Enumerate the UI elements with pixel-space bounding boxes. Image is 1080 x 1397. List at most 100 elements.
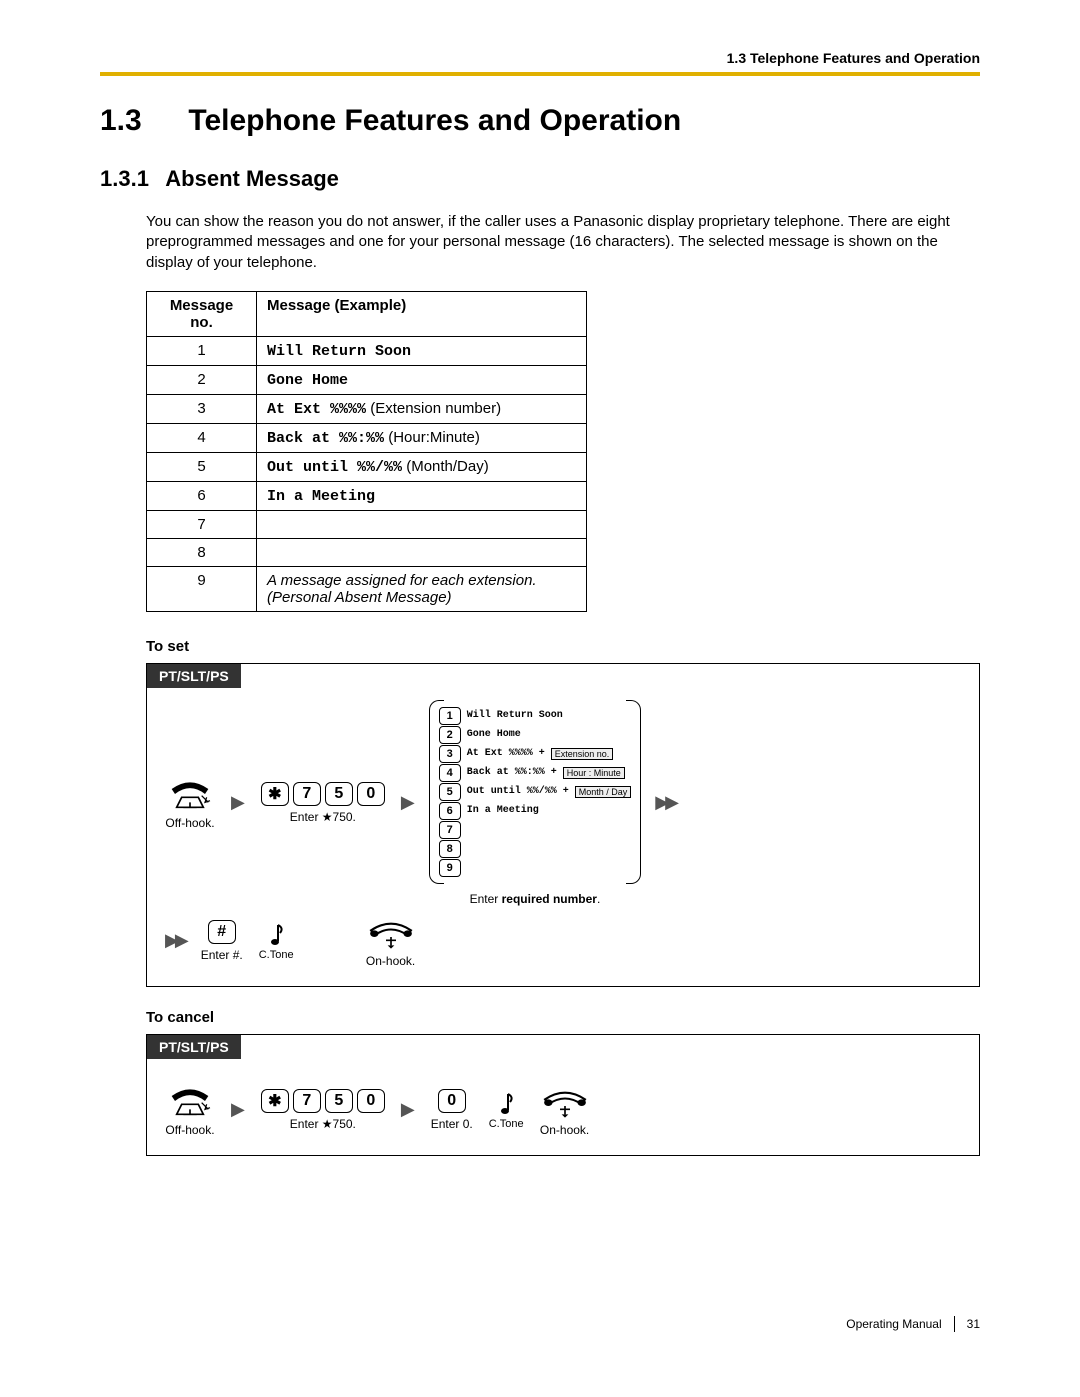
step-onhook: On-hook. [540,1083,590,1137]
music-note-icon [265,921,287,949]
step-caption: Off-hook. [165,1123,214,1137]
step-caption: Enter ★750. [290,810,356,824]
arrow-icon: ▶ [401,792,415,813]
option-key: 1 [439,707,461,725]
option-key: 8 [439,840,461,858]
option-key: 5 [439,783,461,801]
option-key: 3 [439,745,461,763]
step-enter-0: 0 Enter 0. [431,1089,473,1131]
key: ✱ [261,1089,289,1113]
key: 0 [357,1089,385,1113]
subsection-heading: 1.3.1 Absent Message [100,166,980,192]
ctone-label: C.Tone [259,949,294,961]
footer-manual: Operating Manual [846,1317,941,1331]
table-cell: Will Return Soon [257,336,587,365]
table-cell: Back at %%:%% (Hour:Minute) [257,423,587,452]
option-key: 2 [439,726,461,744]
option-text: Back at %%:%% + [467,767,557,778]
option-row: 8 [439,840,632,858]
key: 7 [293,782,321,806]
option-key: 9 [439,859,461,877]
to-cancel-heading: To cancel [146,1009,980,1026]
table-cell [257,538,587,566]
table-cell: 8 [147,538,257,566]
key-zero: 0 [438,1089,466,1113]
option-row: 2 Gone Home [439,726,632,744]
arrow-icon: ▶ [401,1099,415,1120]
step-onhook: On-hook. [366,914,416,968]
option-row: 6 In a Meeting [439,802,632,820]
key: 5 [325,782,353,806]
table-cell: 1 [147,336,257,365]
offhook-icon [165,1083,215,1119]
option-text: Will Return Soon [467,710,563,721]
option-text: In a Meeting [467,805,539,816]
step-caption: Enter ★750. [290,1117,356,1131]
step-enter-750: ✱750 Enter ★750. [261,782,385,824]
table-header: Message no. [147,291,257,336]
table-cell: 9 [147,566,257,611]
intro-paragraph: You can show the reason you do not answe… [146,212,980,273]
table-cell [257,510,587,538]
section-heading: 1.3 Telephone Features and Operation [100,104,980,138]
footer-page: 31 [967,1317,980,1331]
option-text: Gone Home [467,729,521,740]
key-hash: # [208,920,236,944]
step-offhook: Off-hook. [165,1083,215,1137]
option-tag: Hour : Minute [563,767,625,779]
arrow-icon: ▶▶ [655,792,675,813]
option-key: 7 [439,821,461,839]
key: ✱ [261,782,289,806]
page-footer: Operating Manual 31 [100,1316,980,1332]
step-caption: Off-hook. [165,816,214,830]
step-enter-750: ✱750 Enter ★750. [261,1089,385,1131]
offhook-icon [165,776,215,812]
table-cell: At Ext %%%% (Extension number) [257,394,587,423]
table-cell: A message assigned for each extension. (… [257,566,587,611]
table-cell: 3 [147,394,257,423]
section-title: Telephone Features and Operation [188,104,681,137]
header-rule [100,72,980,76]
option-tag: Month / Day [575,786,632,798]
arrow-icon: ▶▶ [165,930,185,951]
arrow-icon: ▶ [231,792,245,813]
option-text: At Ext %%%% + [467,748,545,759]
option-row: 7 [439,821,632,839]
subsection-title: Absent Message [165,166,339,191]
table-cell: 5 [147,452,257,481]
to-set-heading: To set [146,638,980,655]
table-cell: 2 [147,365,257,394]
to-cancel-box: PT/SLT/PS Off-hook. ▶ ✱750 Enter ★750. ▶… [146,1034,980,1156]
option-row: 4 Back at %%:%% + Hour : Minute [439,764,632,782]
device-tab: PT/SLT/PS [147,1035,241,1059]
onhook-icon [366,914,416,950]
device-tab: PT/SLT/PS [147,664,241,688]
option-key: 4 [439,764,461,782]
step-caption: Enter 0. [431,1117,473,1131]
step-caption: On-hook. [366,954,415,968]
option-key: 6 [439,802,461,820]
table-cell: In a Meeting [257,481,587,510]
step-options: 1 Will Return Soon 2 Gone Home 3 At Ext %%%% … [431,700,640,906]
table-header: Message (Example) [257,291,587,336]
footer-divider [954,1316,955,1332]
step-ctone: C.Tone [259,921,294,961]
table-cell: Gone Home [257,365,587,394]
header-breadcrumb: 1.3 Telephone Features and Operation [100,50,980,66]
subsection-number: 1.3.1 [100,166,160,192]
option-row: 5Out until %%/%% +Month / Day [439,783,632,801]
table-cell: 6 [147,481,257,510]
arrow-icon: ▶ [231,1099,245,1120]
table-cell: Out until %%/%% (Month/Day) [257,452,587,481]
table-cell: 4 [147,423,257,452]
to-set-box: PT/SLT/PS Off-hook. ▶ ✱750 Enter ★750. ▶… [146,663,980,987]
table-cell: 7 [147,510,257,538]
option-tag: Extension no. [551,748,614,760]
key: 5 [325,1089,353,1113]
option-row: 3 At Ext %%%% + Extension no. [439,745,632,763]
step-caption: On-hook. [540,1123,589,1137]
step-enter-hash: # Enter #. [201,920,243,962]
message-table: Message no. Message (Example) 1Will Retu… [146,291,587,612]
option-row: 9 [439,859,632,877]
ctone-label: C.Tone [489,1118,524,1130]
